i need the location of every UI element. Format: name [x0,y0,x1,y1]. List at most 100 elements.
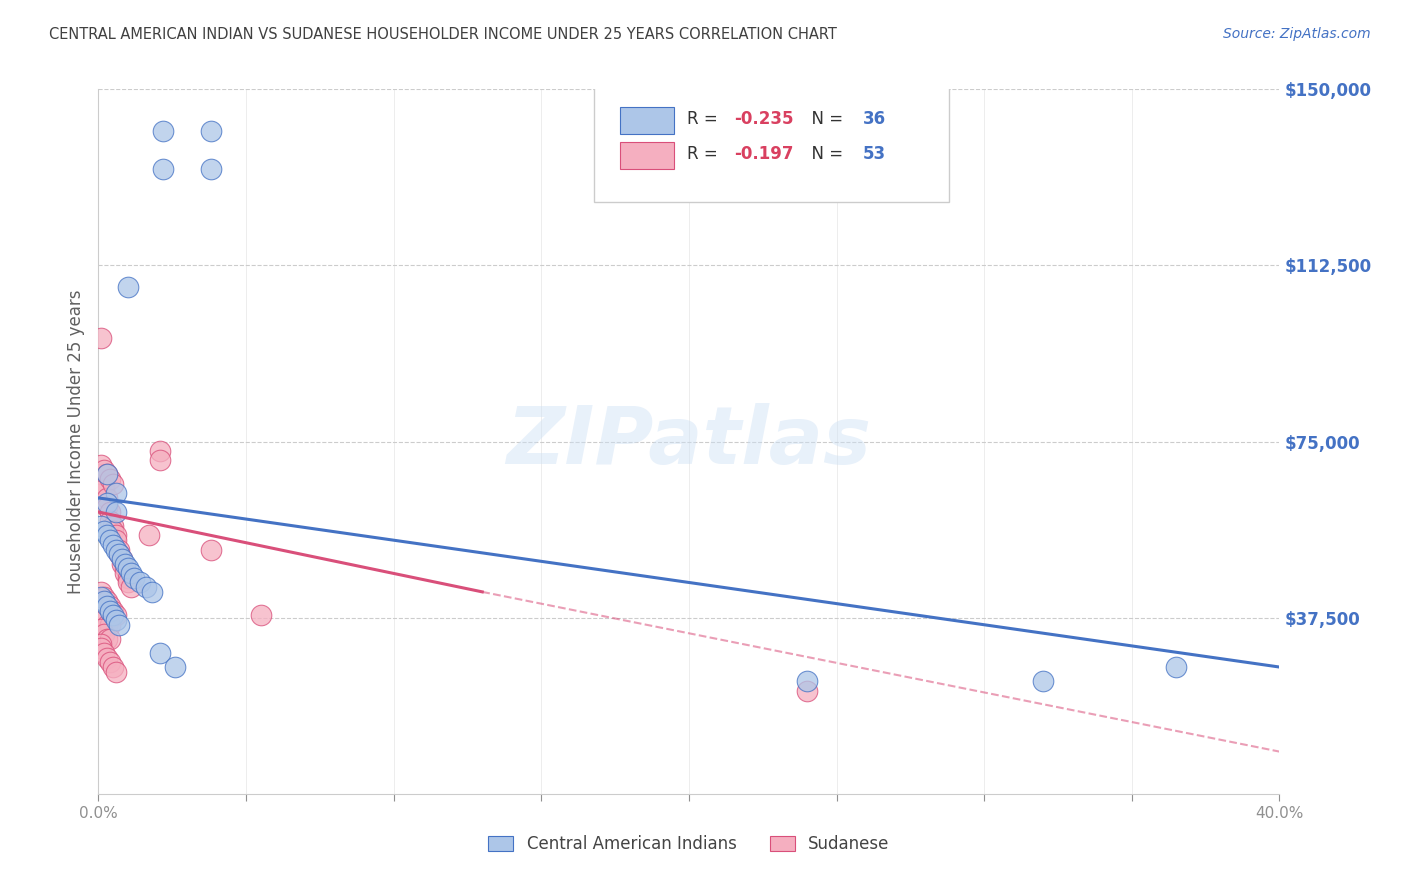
Point [96,467,118,482]
Y-axis label: Householder Income Under 25 years: Householder Income Under 25 years [66,289,84,594]
Point [796,674,818,689]
Point [117,575,139,590]
Point [90,519,112,533]
Point [108,547,131,561]
Point [149,646,172,660]
Point [200,542,222,557]
Point [90,641,112,656]
Point [98,505,121,519]
Text: 36: 36 [862,110,886,128]
Point [93,646,115,660]
Text: N =: N = [801,110,848,128]
Point [105,528,128,542]
Point [138,528,160,542]
Point [98,515,121,529]
Point [1032,674,1054,689]
Point [135,580,157,594]
Point [165,660,187,674]
Point [250,608,273,623]
FancyBboxPatch shape [620,107,673,134]
Point [96,495,118,509]
FancyBboxPatch shape [620,142,673,169]
Point [96,617,118,632]
Point [108,542,131,557]
Text: 53: 53 [862,145,886,163]
Point [105,608,128,623]
Point [141,585,163,599]
Point [98,599,121,613]
Text: N =: N = [801,145,848,163]
Point [103,660,125,674]
Point [90,590,112,604]
Point [98,604,121,618]
Point [96,500,118,515]
Point [90,331,112,345]
Point [93,594,115,608]
Point [103,608,125,623]
Text: ZIPatlas: ZIPatlas [506,402,872,481]
Point [93,627,115,641]
Point [90,585,112,599]
Point [149,444,172,458]
Point [96,650,118,665]
Point [93,476,115,491]
Point [93,524,115,538]
Point [103,524,125,538]
Point [96,632,118,646]
Text: R =: R = [686,110,723,128]
Point [114,561,136,575]
Point [105,486,128,500]
Point [96,599,118,613]
Point [117,561,139,575]
Point [105,533,128,548]
Point [117,279,139,293]
Point [93,613,115,627]
Point [96,467,118,482]
Point [98,472,121,486]
Point [152,124,174,138]
Text: -0.235: -0.235 [734,110,793,128]
Point [108,617,131,632]
Point [117,571,139,585]
Point [90,458,112,472]
Point [122,571,145,585]
Point [200,162,222,177]
Text: R =: R = [686,145,723,163]
Point [111,557,134,571]
Point [120,566,142,580]
Point [90,623,112,637]
Point [149,453,172,467]
Point [98,617,121,632]
Point [111,552,134,566]
Point [152,162,174,177]
FancyBboxPatch shape [595,86,949,202]
Point [98,656,121,670]
Point [111,552,134,566]
Text: Source: ZipAtlas.com: Source: ZipAtlas.com [1223,27,1371,41]
Point [108,547,131,561]
Point [103,476,125,491]
Point [105,613,128,627]
Point [96,528,118,542]
Point [103,519,125,533]
Text: -0.197: -0.197 [734,145,793,163]
Point [96,594,118,608]
Point [93,482,115,496]
Point [796,683,818,698]
Point [120,580,142,594]
Point [105,665,128,679]
Point [114,566,136,580]
Point [90,608,112,623]
Point [103,538,125,552]
Legend: Central American Indians, Sudanese: Central American Indians, Sudanese [482,828,896,860]
Point [98,533,121,548]
Point [103,604,125,618]
Point [90,467,112,482]
Point [90,636,112,650]
Point [93,590,115,604]
Point [93,463,115,477]
Point [105,505,128,519]
Point [128,575,150,590]
Point [200,124,222,138]
Point [98,632,121,646]
